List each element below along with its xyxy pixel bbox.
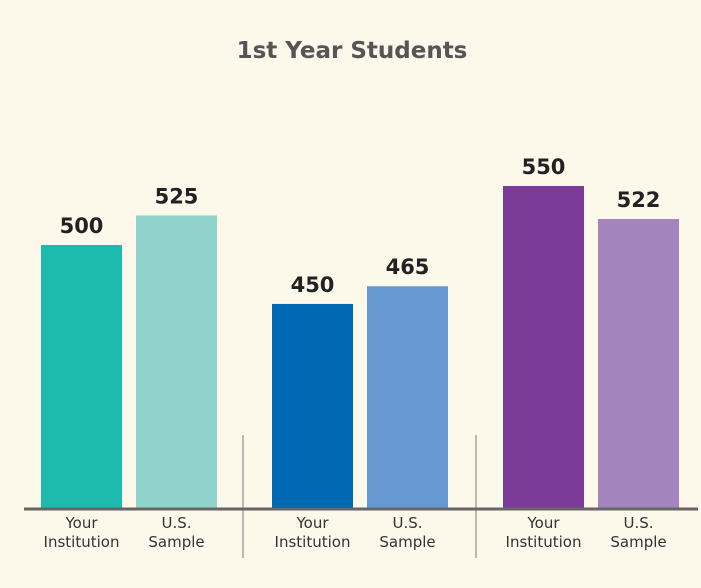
value-label: 550 <box>522 155 566 179</box>
value-label: 450 <box>291 273 335 297</box>
chart-title: 1st Year Students <box>237 38 468 64</box>
bar <box>598 219 679 508</box>
value-label: 525 <box>155 184 199 208</box>
x-tick-label: Your Institution <box>43 514 120 551</box>
bar <box>41 244 122 508</box>
bar <box>272 303 353 508</box>
bar <box>136 215 217 508</box>
x-tick-label: U.S. Sample <box>610 514 667 551</box>
x-tick-label: U.S. Sample <box>148 514 205 551</box>
x-tick-label: U.S. Sample <box>379 514 436 551</box>
value-label: 500 <box>60 214 104 238</box>
x-tick-label: Your Institution <box>505 514 582 551</box>
value-label: 522 <box>617 188 661 212</box>
bar <box>367 286 448 508</box>
x-tick-label: Your Institution <box>274 514 351 551</box>
bar <box>503 185 584 508</box>
value-label: 465 <box>386 255 430 279</box>
